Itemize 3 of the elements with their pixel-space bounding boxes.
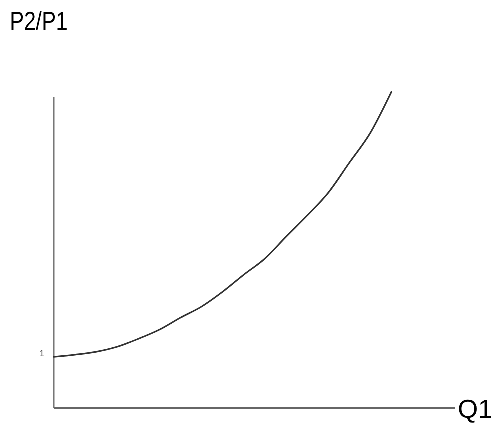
y-axis-title: P2/P1 [10, 6, 81, 36]
x-axis-title: Q1 [458, 394, 492, 423]
text: 1 [39, 348, 45, 358]
